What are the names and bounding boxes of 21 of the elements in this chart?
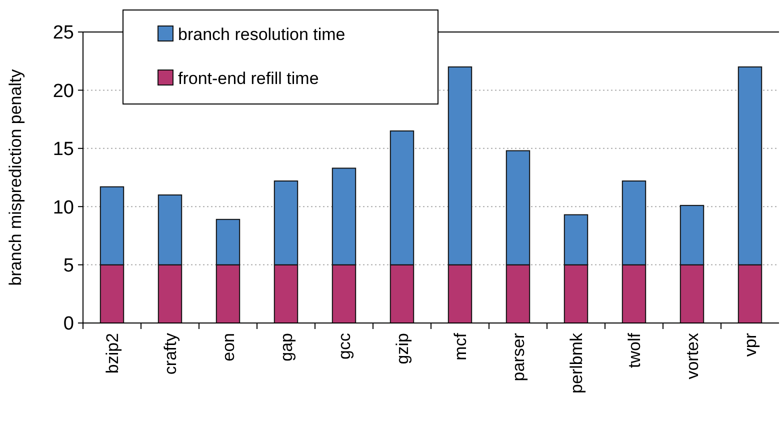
y-tick-label: 5 — [63, 255, 74, 276]
x-tick-label: eon — [218, 333, 238, 362]
x-tick-label: gcc — [334, 332, 354, 360]
y-tick-label: 15 — [52, 139, 74, 160]
x-tick-label: mcf — [450, 332, 470, 360]
x-tick-label: crafty — [160, 332, 180, 375]
y-tick-label: 20 — [52, 80, 74, 102]
x-tick-label: vpr — [740, 332, 760, 357]
x-tick-label: vortex — [682, 332, 702, 380]
y-axis-title: branch misprediction penalty — [6, 68, 25, 286]
y-tick-label: 25 — [52, 22, 74, 44]
x-tick-label: bzip2 — [102, 333, 122, 374]
x-tick-label: parser — [508, 332, 528, 382]
y-tick-label: 0 — [63, 314, 74, 335]
x-tick-label: perlbmk — [566, 332, 586, 394]
y-tick-label: 10 — [52, 197, 74, 218]
x-tick-label: gap — [276, 333, 296, 362]
x-tick-label: twolf — [624, 332, 644, 368]
legend-label: front-end refill time — [178, 68, 319, 88]
legend-label: branch resolution time — [178, 24, 346, 44]
x-tick-label: gzip — [392, 333, 412, 364]
